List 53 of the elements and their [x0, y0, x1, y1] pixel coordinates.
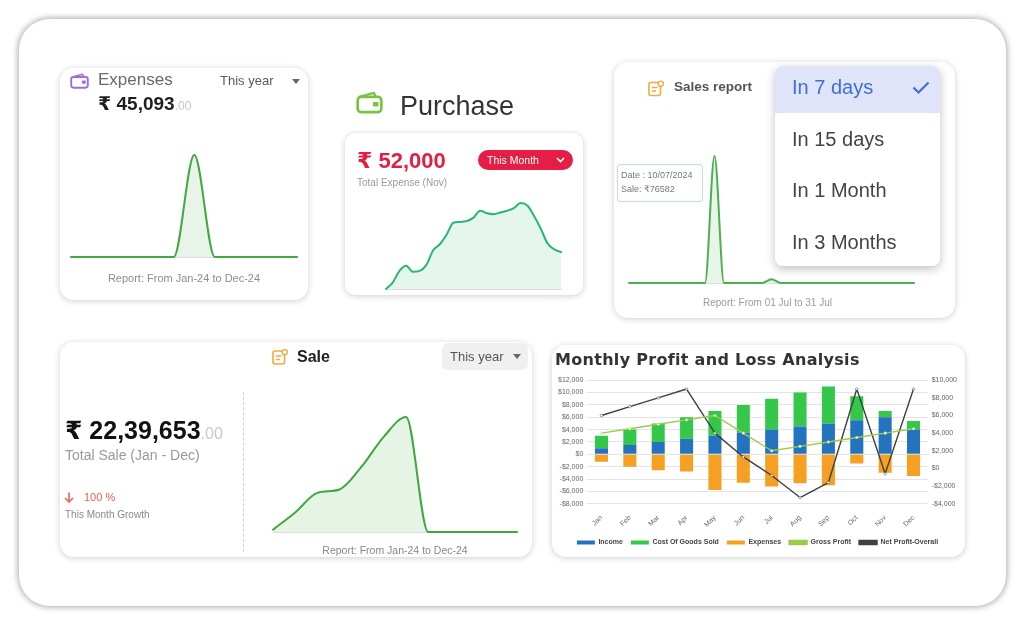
- annotation: In 1 Month: [792, 178, 887, 203]
- text: Total Expense (Nov): [357, 177, 448, 189]
- bar: [765, 398, 779, 430]
- bar: [594, 454, 609, 462]
- chart-title: Sale: [297, 347, 330, 367]
- bar: [765, 454, 779, 487]
- bar: [765, 429, 779, 454]
- bar: [850, 454, 864, 464]
- annotation: Date : 10/07/2024: [621, 169, 693, 182]
- chart-title: Purchase: [400, 90, 515, 122]
- text: Report: From 01 Jul to 31 Jul: [703, 296, 832, 309]
- annotation: Sale: ₹76582: [621, 183, 675, 196]
- chart-title: Expenses: [98, 70, 173, 90]
- bar: [623, 429, 637, 446]
- bar: [736, 454, 750, 483]
- dropdown-button: This Month: [478, 150, 573, 170]
- text: 100 %: [84, 490, 116, 504]
- bar: [821, 423, 835, 454]
- chart-subtitle: ₹ 52,000: [357, 148, 446, 174]
- bar: [651, 423, 665, 442]
- bar: [793, 454, 807, 484]
- bar: [906, 454, 921, 476]
- bar: [793, 426, 807, 454]
- bar: [623, 454, 637, 467]
- chart-title: Monthly Profit and Loss Analysis: [555, 350, 860, 370]
- bar: [680, 438, 694, 454]
- bar: [680, 454, 694, 472]
- bar: [906, 429, 921, 454]
- dropdown-menu: In 7 days In 15 days In 1 Month In 3 Months: [775, 66, 940, 266]
- text: Total Sale (Jan - Dec): [65, 446, 200, 464]
- bar: [708, 454, 722, 491]
- annotation: In 3 Months: [792, 230, 897, 255]
- tooltip: Date : 10/07/2024 Sale: ₹76582: [617, 164, 703, 202]
- bar: [736, 404, 750, 433]
- text: This Month Growth: [65, 509, 150, 521]
- bar: [850, 420, 864, 454]
- bar: [651, 454, 665, 471]
- bar: [736, 432, 750, 454]
- bar: [708, 435, 722, 454]
- bar: [594, 448, 609, 454]
- chart-title: Sales report: [674, 78, 753, 96]
- bar: [651, 441, 665, 454]
- text: This year: [220, 73, 274, 89]
- bar: [821, 386, 835, 424]
- bar: [623, 445, 637, 454]
- bar: [878, 417, 892, 454]
- text: Report: From Jan-24 to Dec-24: [321, 544, 469, 557]
- bar: [680, 417, 694, 439]
- dropdown-button: This year: [442, 343, 528, 370]
- bar: [793, 392, 807, 427]
- text: Report: From Jan-24 to Dec-24: [106, 271, 262, 285]
- bar: [594, 435, 609, 449]
- bar: [878, 411, 892, 418]
